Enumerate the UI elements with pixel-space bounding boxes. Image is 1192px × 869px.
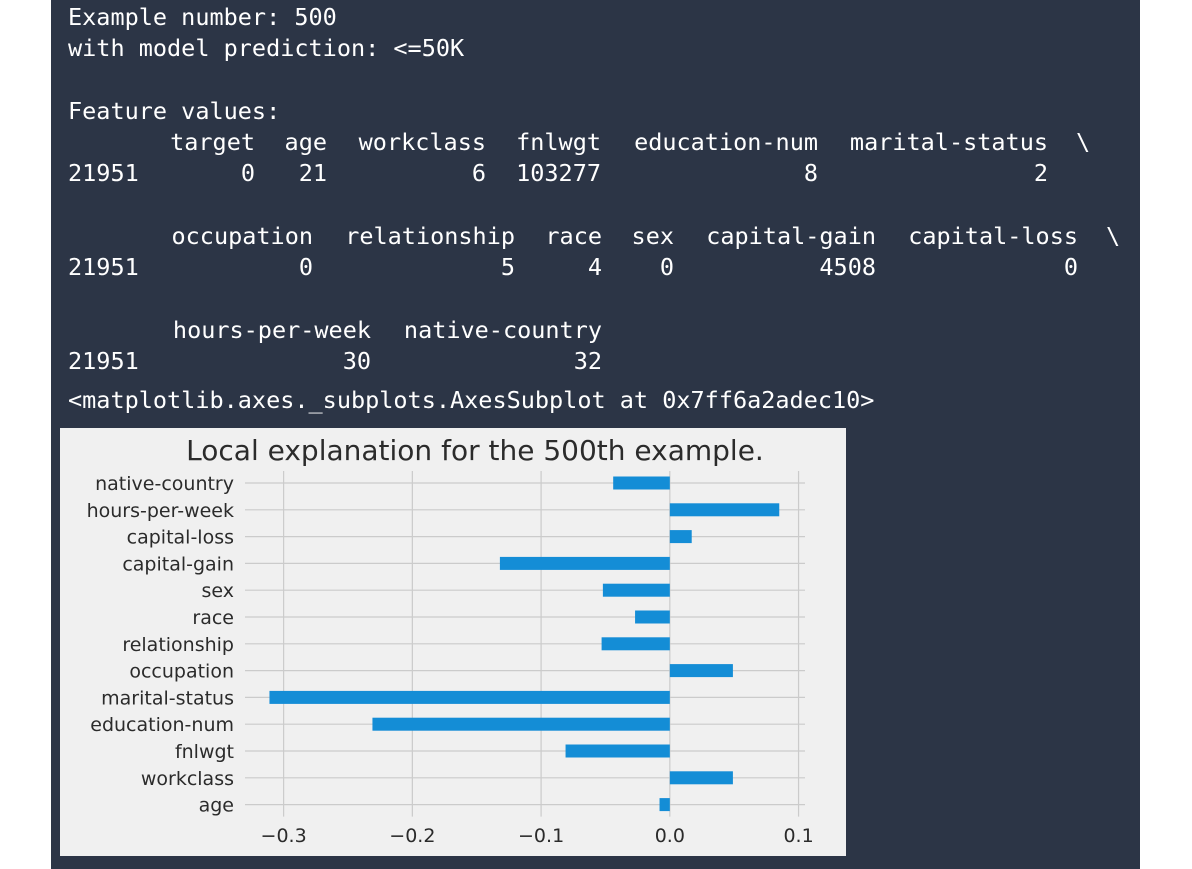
- table-cell: 0: [298, 253, 313, 281]
- y-tick-label: age: [199, 795, 234, 817]
- table-cell: 2: [1033, 159, 1048, 187]
- table-cell: 30: [342, 347, 371, 375]
- line-continuation: \: [1076, 128, 1091, 156]
- y-tick-label: marital-status: [101, 687, 234, 709]
- bar-education-num: [372, 717, 670, 731]
- table-cell: 32: [573, 347, 602, 375]
- table-cell: 4508: [819, 253, 876, 281]
- table-header: capital-gain: [706, 222, 876, 250]
- x-tick-label: 0.0: [655, 825, 685, 847]
- x-tick-label: −0.3: [261, 825, 307, 847]
- y-tick-label: occupation: [129, 661, 234, 683]
- row-index: 21951: [68, 347, 139, 375]
- bar-hours-per-week: [669, 503, 780, 517]
- table-header: capital-loss: [908, 222, 1078, 250]
- table-header: fnlwgt: [516, 128, 601, 156]
- y-tick-label: capital-gain: [122, 553, 234, 575]
- table-header: target: [170, 128, 255, 156]
- table-header: marital-status: [849, 128, 1048, 156]
- local-explanation-chart: Local explanation for the 500th example.…: [60, 428, 846, 856]
- chart-grid: [245, 471, 805, 817]
- table-cell: 8: [803, 159, 818, 187]
- bar-sex: [602, 583, 670, 597]
- bar-marital-status: [269, 690, 670, 704]
- bar-relationship: [601, 637, 670, 651]
- y-tick-label: native-country: [95, 473, 234, 495]
- y-tick-label: sex: [202, 580, 235, 602]
- table-header: sex: [631, 222, 674, 250]
- row-index: 21951: [68, 159, 139, 187]
- axes-repr-line: <matplotlib.axes._subplots.AxesSubplot a…: [68, 386, 875, 414]
- notebook-output-cell: Example number: 500 with model predictio…: [51, 0, 1140, 869]
- table-cell: 0: [240, 159, 255, 187]
- example-number-line: Example number: 500: [68, 3, 337, 31]
- table-header: race: [545, 222, 602, 250]
- y-tick-label: workclass: [141, 768, 234, 790]
- table-header: hours-per-week: [172, 316, 371, 344]
- y-tick-label: hours-per-week: [87, 500, 234, 522]
- table-cell: 21: [298, 159, 327, 187]
- chart-title: Local explanation for the 500th example.: [186, 434, 764, 467]
- chart-x-tick-labels: −0.3 −0.2 −0.1 0.0 0.1: [261, 825, 814, 847]
- x-tick-label: −0.2: [389, 825, 435, 847]
- table-header: occupation: [171, 222, 313, 250]
- table-header: native-country: [403, 316, 602, 344]
- table-cell: 6: [471, 159, 486, 187]
- y-tick-label: race: [192, 607, 234, 629]
- table-header: workclass: [358, 128, 486, 156]
- table-cell: 0: [1063, 253, 1078, 281]
- bar-capital-loss: [669, 530, 692, 544]
- feature-values-label: Feature values:: [68, 97, 281, 125]
- table-cell: 0: [659, 253, 674, 281]
- table-cell: 103277: [516, 159, 601, 187]
- bar-capital-gain: [499, 556, 670, 570]
- line-continuation: \: [1106, 222, 1121, 250]
- table-header: education-num: [634, 128, 818, 156]
- table-header: relationship: [345, 222, 515, 250]
- x-tick-label: −0.1: [518, 825, 564, 847]
- chart-y-tick-labels: age workclass fnlwgt education-num marital-s…: [87, 473, 234, 817]
- bar-age: [659, 798, 670, 812]
- bar-occupation: [669, 664, 733, 678]
- y-tick-label: capital-loss: [127, 527, 234, 549]
- x-tick-label: 0.1: [783, 825, 813, 847]
- chart-bars: [269, 476, 780, 812]
- table-cell: 5: [500, 253, 515, 281]
- model-prediction-line: with model prediction: <=50K: [68, 34, 465, 62]
- chart-canvas: Local explanation for the 500th example.…: [87, 434, 814, 847]
- table-header: age: [284, 128, 327, 156]
- y-tick-label: education-num: [90, 714, 234, 736]
- y-tick-label: fnlwgt: [175, 741, 234, 763]
- row-index: 21951: [68, 253, 139, 281]
- y-tick-label: relationship: [122, 634, 234, 656]
- table-cell: 4: [587, 253, 602, 281]
- bar-workclass: [669, 771, 733, 785]
- bar-race: [635, 610, 670, 624]
- bar-fnlwgt: [565, 744, 670, 758]
- bar-native-country: [613, 476, 670, 490]
